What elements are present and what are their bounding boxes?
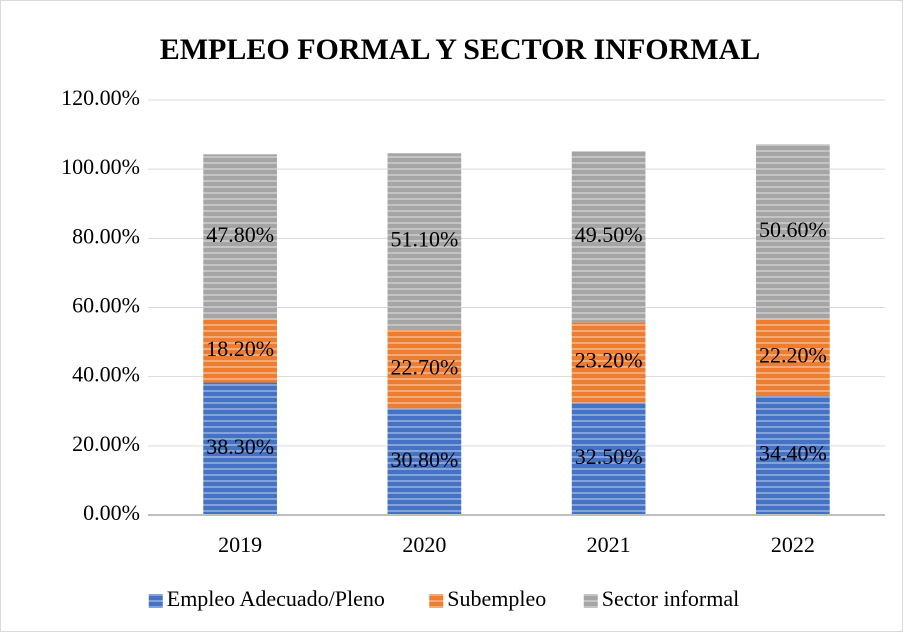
y-tick-label: 100.00% [61, 154, 140, 179]
y-tick-label: 60.00% [72, 293, 140, 318]
bar-segment [203, 154, 277, 320]
y-tick-label: 0.00% [83, 500, 140, 525]
x-tick-label: 2019 [218, 532, 262, 557]
bar-segment [571, 322, 646, 403]
data-label: 47.80% [206, 222, 274, 247]
data-label: 34.40% [759, 441, 827, 466]
x-tick-label: 2022 [771, 532, 815, 557]
bar-segment [571, 151, 646, 323]
bar-segment [756, 319, 830, 397]
data-label: 32.50% [575, 444, 643, 469]
y-tick-label: 20.00% [72, 431, 140, 456]
y-tick-label: 80.00% [72, 223, 140, 248]
data-label: 51.10% [390, 227, 458, 252]
legend-swatch [583, 594, 598, 608]
x-tick-label: 2020 [402, 532, 446, 557]
chart-title: EMPLEO FORMAL Y SECTOR INFORMAL [160, 33, 761, 66]
data-label: 18.20% [206, 336, 274, 361]
bar-segment [203, 382, 277, 515]
x-tick-label: 2021 [587, 532, 631, 557]
bar-segment [387, 153, 462, 330]
bar-segment [387, 408, 462, 515]
legend-label: Empleo Adecuado/Pleno [167, 586, 385, 611]
data-label: 38.30% [206, 434, 274, 459]
data-label: 49.50% [575, 222, 643, 247]
legend-swatch [148, 594, 163, 608]
bar-segment [756, 396, 830, 515]
y-tick-label: 120.00% [61, 85, 140, 110]
legend-swatch [429, 594, 444, 608]
data-label: 22.70% [390, 354, 458, 379]
bar-segment [571, 402, 646, 515]
legend-label: Sector informal [602, 586, 739, 611]
bar-segment [387, 329, 462, 409]
data-label: 22.20% [759, 343, 827, 368]
data-label: 50.60% [759, 217, 827, 242]
data-label: 23.20% [575, 348, 643, 373]
bar-segment [756, 144, 830, 320]
bar-segment [203, 319, 277, 383]
y-tick-label: 40.00% [72, 362, 140, 387]
legend-label: Subempleo [447, 586, 546, 611]
data-label: 30.80% [390, 447, 458, 472]
